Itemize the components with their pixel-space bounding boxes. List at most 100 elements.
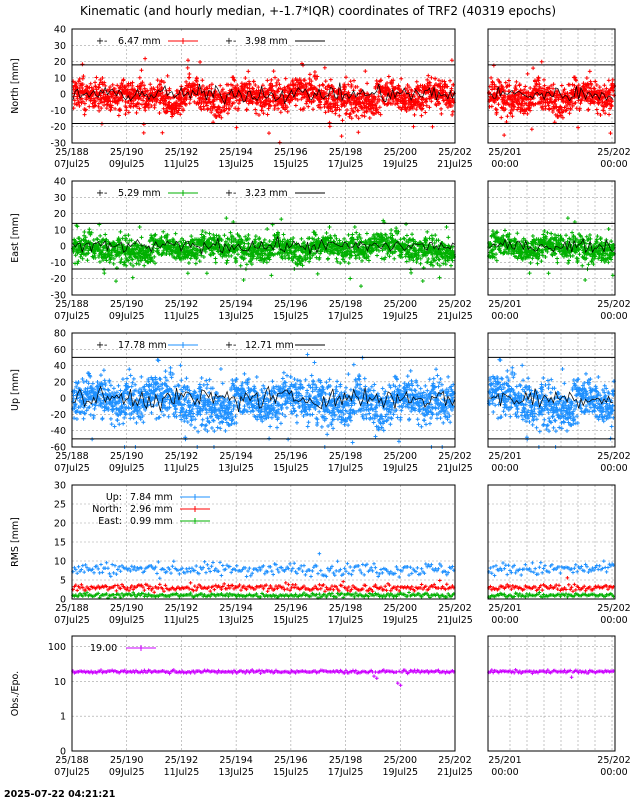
data-point: [276, 78, 281, 83]
x-tick-label-doy: 25/194: [219, 147, 252, 158]
data-point: [411, 124, 416, 129]
data-point: [131, 104, 136, 109]
data-point: [81, 74, 86, 79]
data-point: [77, 100, 82, 104]
data-point: [76, 79, 81, 84]
data-point: [204, 271, 209, 276]
x-tick-label-date: 19Jul25: [382, 311, 418, 322]
data-point: [74, 94, 79, 99]
data-point: [433, 76, 438, 81]
data-point: [283, 256, 288, 261]
data-point: [546, 271, 551, 276]
data-point: [187, 81, 192, 86]
data-point: [121, 77, 126, 82]
data-point: [131, 99, 136, 104]
data-point: [289, 95, 294, 100]
data-point: [564, 233, 569, 238]
data-point: [594, 83, 599, 88]
data-point: [354, 113, 359, 118]
data-point: [148, 82, 153, 87]
data-point: [404, 222, 409, 227]
data-point: [344, 75, 349, 80]
data-point: [260, 104, 265, 109]
data-point: [98, 77, 103, 82]
data-point: [187, 101, 192, 106]
data-point: [219, 115, 224, 120]
x-tick-label-date: 11Jul25: [164, 311, 200, 322]
y-tick-label: -10: [50, 258, 66, 269]
data-point: [321, 83, 326, 88]
data-point: [491, 63, 496, 68]
x-tick-label-doy: 25/198: [329, 299, 362, 310]
data-point: [310, 236, 315, 241]
data-point: [402, 236, 407, 241]
data-point: [536, 78, 541, 83]
data-point: [502, 133, 507, 138]
data-point: [311, 107, 316, 112]
data-point: [80, 86, 85, 91]
data-point: [337, 107, 342, 112]
data-point: [539, 259, 544, 264]
data-point: [95, 237, 100, 242]
data-point: [211, 102, 216, 107]
data-point: [265, 78, 270, 83]
data-point: [246, 241, 251, 246]
data-point: [82, 101, 87, 106]
data-point: [137, 262, 142, 267]
data-point: [104, 106, 109, 111]
data-point: [260, 83, 265, 88]
data-point: [87, 104, 92, 109]
data-point: [107, 87, 112, 92]
data-point: [167, 100, 172, 105]
data-point: [214, 114, 219, 119]
data-point: [566, 261, 571, 266]
data-point: [185, 65, 190, 70]
data-point: [159, 78, 164, 83]
data-point: [125, 87, 130, 92]
data-point: [270, 83, 275, 88]
data-point: [352, 224, 357, 229]
data-point: [525, 111, 530, 116]
x-tick-label-date: 13Jul25: [218, 311, 254, 322]
data-point: [134, 110, 139, 115]
data-point: [274, 80, 279, 85]
data-point: [324, 231, 329, 236]
data-point: [218, 83, 223, 88]
y-tick-label: 10: [54, 225, 66, 236]
data-point: [112, 86, 117, 91]
data-point: [179, 104, 184, 109]
data-point: [446, 235, 451, 240]
data-point: [209, 110, 214, 115]
data-point: [186, 58, 191, 63]
data-point: [131, 263, 136, 268]
data-point: [248, 97, 253, 102]
data-point: [187, 71, 192, 76]
data-point: [141, 98, 146, 103]
data-point: [146, 102, 151, 107]
y-tick-label: -30: [50, 139, 66, 150]
data-point: [379, 256, 384, 261]
zoom-x-tick-label-time: 00:00: [600, 311, 627, 322]
data-point: [419, 113, 424, 118]
data-point: [105, 88, 110, 93]
y-tick-label: -20: [50, 122, 66, 133]
data-point: [568, 106, 573, 111]
data-point: [423, 110, 428, 115]
data-point: [239, 81, 244, 86]
data-point: [327, 120, 332, 125]
data-point: [97, 108, 102, 113]
data-point: [565, 216, 570, 221]
x-tick-label-date: 17Jul25: [328, 311, 364, 322]
data-point: [163, 101, 168, 106]
data-point: [273, 75, 278, 80]
data-point: [223, 91, 228, 96]
data-point: [152, 87, 157, 92]
data-point: [137, 224, 142, 229]
data-point: [196, 102, 201, 107]
data-point: [119, 95, 124, 100]
data-point: [266, 131, 271, 136]
data-point: [173, 231, 178, 236]
data-point: [102, 80, 107, 85]
x-tick-label-date: 19Jul25: [382, 159, 418, 170]
data-point: [204, 103, 209, 108]
